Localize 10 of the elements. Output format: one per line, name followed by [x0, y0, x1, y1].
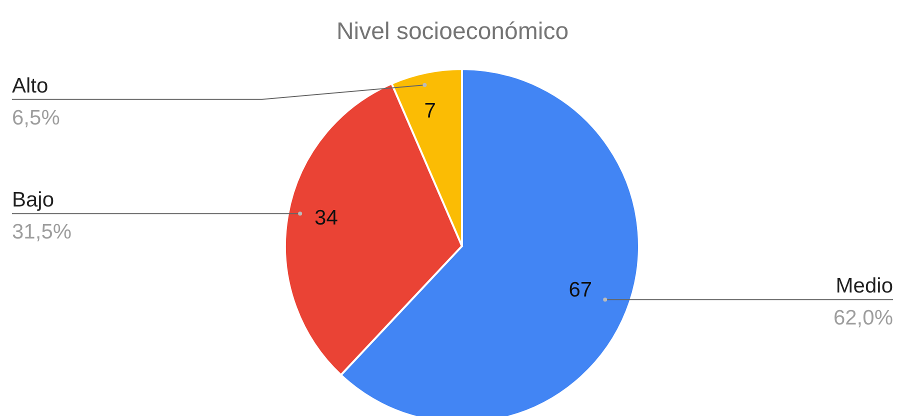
text: 7: [424, 100, 436, 123]
slice-label: Medio: [836, 274, 893, 298]
data-label: 62,0%: [833, 306, 893, 330]
chart-title: Nivel socioeconómico: [335, 18, 570, 46]
text: 34: [314, 206, 338, 230]
text: 67: [568, 278, 592, 302]
data-label: 6,5%: [12, 106, 60, 130]
slice-label: Bajo: [12, 188, 54, 212]
slice-label: Alto: [12, 74, 48, 98]
data-label: 31,5%: [12, 220, 72, 244]
